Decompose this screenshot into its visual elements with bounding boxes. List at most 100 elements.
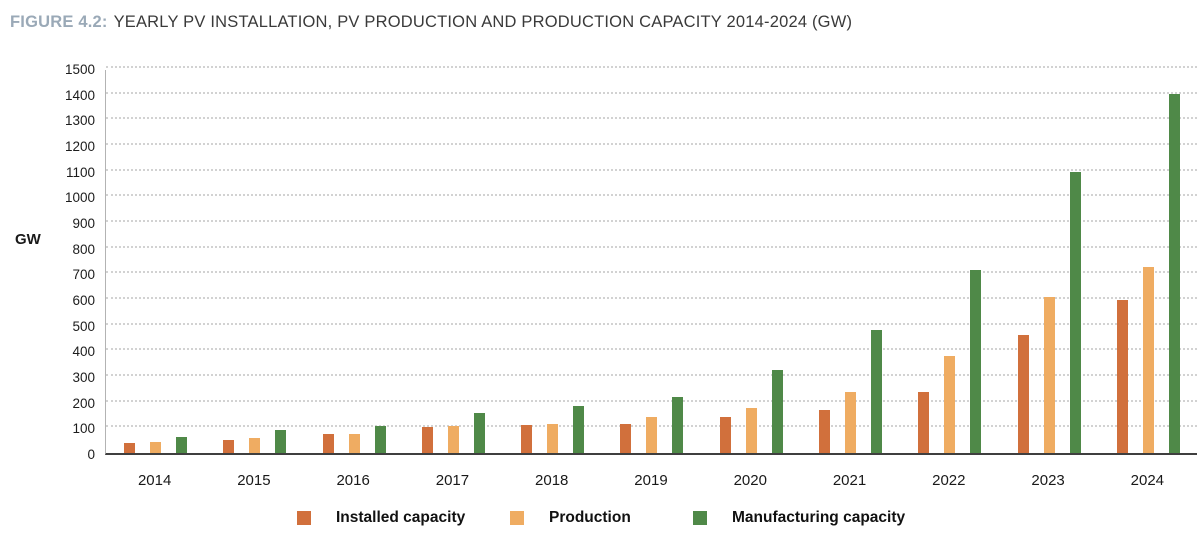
gridline-600 bbox=[106, 297, 1197, 299]
bar-production-2017 bbox=[447, 426, 459, 453]
bar-group-2024 bbox=[1099, 70, 1198, 453]
bar-installed-capacity-2023 bbox=[1017, 334, 1029, 453]
y-tick-1000: 1000 bbox=[64, 190, 95, 206]
legend-label: Installed capacity bbox=[336, 509, 466, 526]
y-tick-700: 700 bbox=[72, 267, 95, 283]
y-tick-1400: 1400 bbox=[64, 87, 95, 103]
bar-production-2016 bbox=[348, 433, 360, 453]
bar-manufacturing-capacity-2020 bbox=[771, 369, 783, 453]
legend-label: Production bbox=[549, 509, 631, 526]
bar-manufacturing-capacity-2023 bbox=[1069, 172, 1081, 453]
y-tick-1300: 1300 bbox=[64, 113, 95, 129]
bar-installed-capacity-2018 bbox=[521, 424, 533, 453]
y-tick-800: 800 bbox=[72, 241, 95, 257]
bar-group-2019 bbox=[602, 70, 701, 453]
bar-manufacturing-capacity-2016 bbox=[374, 426, 386, 453]
y-tick-1500: 1500 bbox=[64, 62, 95, 77]
legend-label: Manufacturing capacity bbox=[732, 509, 906, 526]
y-tick-400: 400 bbox=[72, 344, 95, 360]
bar-manufacturing-capacity-2024 bbox=[1168, 94, 1180, 453]
y-tick-600: 600 bbox=[72, 293, 95, 308]
y-tick-900: 900 bbox=[72, 216, 95, 231]
x-tick-2023: 2023 bbox=[1031, 472, 1065, 489]
bar-installed-capacity-2021 bbox=[819, 409, 831, 453]
y-tick-200: 200 bbox=[72, 395, 95, 411]
gridline-400 bbox=[106, 348, 1197, 351]
gridline-1300 bbox=[106, 117, 1197, 120]
bar-installed-capacity-2019 bbox=[620, 424, 632, 453]
x-tick-2018: 2018 bbox=[535, 472, 569, 489]
gridline-800 bbox=[106, 245, 1197, 248]
legend-swatch-icon bbox=[510, 511, 524, 525]
bar-group-2022 bbox=[900, 70, 999, 453]
bar-manufacturing-capacity-2017 bbox=[473, 413, 485, 453]
bar-production-2024 bbox=[1142, 267, 1154, 453]
gridline-1200 bbox=[106, 143, 1197, 145]
gridline-1100 bbox=[106, 168, 1197, 171]
x-tick-2016: 2016 bbox=[336, 472, 370, 489]
bar-group-2018 bbox=[503, 70, 602, 453]
figure-title-text: YEARLY PV INSTALLATION, PV PRODUCTION AN… bbox=[113, 13, 853, 31]
legend-item-manufacturing-capacity: Manufacturing capacity bbox=[693, 509, 905, 527]
bar-group-2021 bbox=[801, 70, 900, 453]
bar-production-2014 bbox=[150, 441, 162, 453]
gridline-900 bbox=[106, 220, 1197, 222]
bar-group-2023 bbox=[999, 70, 1098, 453]
bar-manufacturing-capacity-2021 bbox=[871, 330, 883, 453]
plot-area bbox=[105, 66, 1198, 455]
x-tick-2022: 2022 bbox=[932, 472, 966, 489]
x-tick-2021: 2021 bbox=[832, 472, 867, 489]
bar-production-2018 bbox=[547, 423, 559, 453]
bar-group-2016 bbox=[305, 70, 404, 453]
bar-group-2017 bbox=[404, 70, 503, 453]
bar-installed-capacity-2016 bbox=[322, 433, 334, 453]
bar-production-2019 bbox=[646, 417, 658, 453]
legend-swatch-icon bbox=[297, 511, 311, 525]
y-tick-100: 100 bbox=[72, 421, 95, 437]
gridline-700 bbox=[106, 271, 1197, 274]
legend-item-installed-capacity: Installed capacity bbox=[297, 509, 465, 527]
x-tick-2015: 2015 bbox=[237, 472, 271, 489]
bar-production-2021 bbox=[845, 391, 857, 453]
bar-manufacturing-capacity-2014 bbox=[176, 436, 188, 453]
y-tick-300: 300 bbox=[72, 370, 95, 385]
y-axis-unit-label: GW bbox=[15, 231, 41, 248]
bar-installed-capacity-2024 bbox=[1116, 299, 1128, 453]
y-tick-1100: 1100 bbox=[65, 164, 95, 180]
x-tick-2020: 2020 bbox=[733, 472, 767, 489]
y-tick-1200: 1200 bbox=[64, 139, 95, 154]
y-tick-500: 500 bbox=[72, 318, 95, 334]
bar-manufacturing-capacity-2022 bbox=[970, 270, 982, 453]
bar-group-2015 bbox=[205, 70, 304, 453]
bar-installed-capacity-2014 bbox=[124, 442, 136, 453]
bar-manufacturing-capacity-2018 bbox=[573, 405, 585, 453]
gridline-1000 bbox=[106, 194, 1197, 197]
gridline-1400 bbox=[106, 91, 1197, 94]
figure-number-label: FIGURE 4.2: bbox=[10, 13, 108, 31]
bar-production-2022 bbox=[944, 355, 956, 453]
x-tick-2014: 2014 bbox=[137, 472, 172, 489]
x-tick-2024: 2024 bbox=[1130, 472, 1165, 489]
legend-swatch-icon bbox=[693, 511, 707, 525]
bar-production-2023 bbox=[1043, 296, 1055, 453]
legend-item-production: Production bbox=[510, 509, 631, 527]
gridline-200 bbox=[106, 399, 1197, 402]
bar-manufacturing-capacity-2019 bbox=[672, 396, 684, 453]
bar-manufacturing-capacity-2015 bbox=[275, 430, 287, 453]
gridline-300 bbox=[106, 374, 1197, 376]
bar-group-2020 bbox=[702, 70, 801, 453]
bar-production-2020 bbox=[745, 408, 757, 453]
y-tick-0: 0 bbox=[87, 447, 95, 462]
gridline-1500 bbox=[106, 66, 1197, 68]
figure-title: FIGURE 4.2: YEARLY PV INSTALLATION, PV PR… bbox=[10, 13, 852, 32]
bar-group-2014 bbox=[106, 70, 205, 453]
x-tick-2019: 2019 bbox=[634, 472, 668, 489]
x-tick-2017: 2017 bbox=[435, 472, 470, 489]
chart-legend: Installed capacity Production Manufacturin… bbox=[0, 509, 1200, 539]
bar-production-2015 bbox=[249, 438, 261, 453]
gridline-500 bbox=[106, 322, 1197, 325]
bar-installed-capacity-2022 bbox=[918, 391, 930, 453]
bar-installed-capacity-2020 bbox=[719, 416, 731, 453]
bar-installed-capacity-2017 bbox=[421, 427, 433, 453]
